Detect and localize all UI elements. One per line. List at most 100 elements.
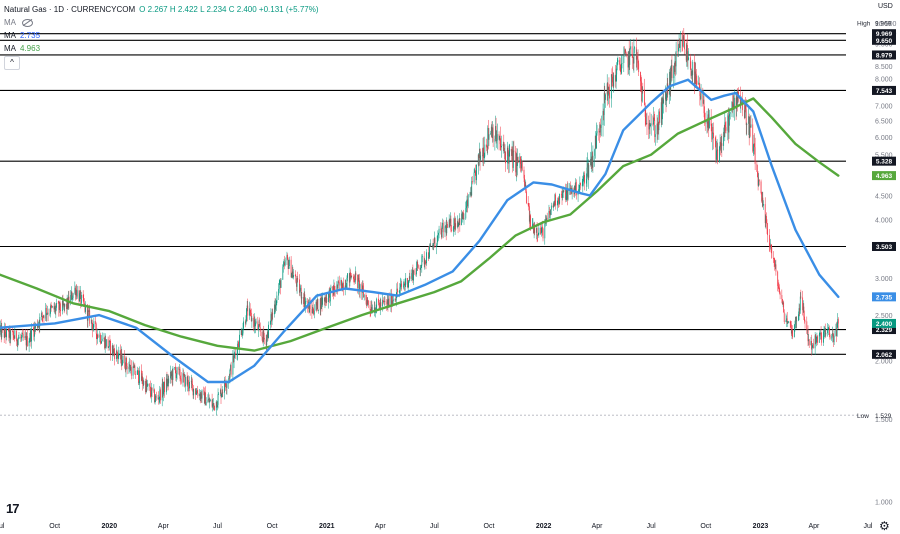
ma-indicator-hidden-label[interactable]: MA	[4, 18, 16, 27]
candle-body	[574, 185, 575, 195]
candle-body	[187, 379, 189, 388]
candle-body	[563, 189, 565, 192]
candle-body	[299, 290, 301, 293]
candle-body	[118, 350, 120, 357]
symbol-title[interactable]: Natural Gas · 1D · CURRENCYCOM	[4, 5, 136, 14]
candle-body	[549, 213, 551, 215]
candle-body	[463, 212, 464, 219]
candle-body	[684, 39, 685, 50]
candle-body	[9, 328, 11, 340]
candle-body	[214, 405, 215, 411]
candle-body	[151, 387, 153, 391]
currency-label: USD	[878, 3, 893, 10]
candle-body	[673, 65, 675, 79]
candle-body	[596, 133, 597, 149]
candle-body	[422, 256, 423, 257]
ma-indicator-slow-label[interactable]: MA	[4, 44, 16, 53]
candle-body	[391, 300, 393, 307]
candle-body	[599, 125, 601, 133]
candle-body	[312, 307, 314, 313]
candle-body	[616, 62, 618, 66]
candle-body	[416, 261, 418, 269]
price-tag-text: 4.963	[876, 173, 893, 180]
candle-body	[59, 301, 60, 310]
candle-body	[542, 228, 544, 239]
candle-body	[407, 282, 409, 288]
x-tick-label: Oct	[49, 523, 60, 530]
candle-body	[53, 305, 55, 310]
level-price-tag	[872, 85, 896, 95]
candle-body	[66, 298, 68, 310]
candle-body	[652, 123, 654, 125]
candle-body	[815, 335, 817, 344]
candle-body	[649, 122, 651, 127]
candle-body	[262, 337, 263, 342]
candle-body	[594, 135, 596, 150]
candle-body	[770, 244, 771, 246]
candle-body	[86, 304, 88, 321]
candle-body	[814, 335, 816, 349]
x-tick-label: Oct	[700, 523, 711, 530]
candle-body	[161, 383, 163, 401]
candle-body	[203, 390, 205, 392]
candle-body	[802, 297, 804, 311]
candle-body	[552, 205, 554, 208]
candle-body	[220, 389, 222, 398]
candle-body	[392, 300, 394, 302]
level-price-tag-text: 8.979	[876, 52, 893, 59]
chart-legend: Natural Gas · 1D · CURRENCYCOM O 2.267 H…	[4, 3, 319, 55]
candle-body	[816, 336, 818, 339]
candle-body	[499, 135, 501, 140]
candle-body	[341, 280, 343, 289]
hidden-eye-icon[interactable]	[22, 18, 33, 27]
candle-body	[101, 338, 103, 342]
collapse-legend-button[interactable]: ^	[4, 56, 20, 70]
candle-body	[0, 325, 2, 338]
candle-body	[226, 383, 228, 388]
candle-body	[380, 302, 382, 307]
candle-body	[553, 202, 555, 206]
candle-body	[795, 316, 796, 325]
candle-body	[432, 245, 433, 246]
candle-body	[695, 73, 697, 81]
candle-body	[428, 257, 430, 259]
candle-body	[180, 378, 182, 380]
candle-body	[829, 334, 831, 339]
candle-body	[483, 156, 485, 158]
candle-body	[287, 259, 289, 269]
candle-body	[671, 65, 673, 79]
candle-body	[611, 74, 613, 77]
candle-body	[220, 389, 221, 394]
ma-indicator-fast-label[interactable]: MA	[4, 31, 16, 40]
candle-body	[477, 154, 479, 165]
gear-icon[interactable]: ⚙	[879, 519, 890, 533]
candle-body	[660, 102, 662, 123]
candle-body	[403, 283, 405, 286]
candle-body	[239, 334, 240, 348]
candle-body	[222, 392, 224, 393]
candle-body	[424, 260, 426, 265]
candle-body	[42, 316, 44, 318]
level-price-tag	[872, 241, 896, 251]
candle-body	[657, 123, 659, 130]
candle-body	[328, 293, 329, 302]
candle-body	[506, 147, 508, 164]
candle-body	[401, 283, 403, 287]
candle-body	[476, 164, 477, 181]
candle-body	[815, 338, 817, 344]
candle-body	[745, 109, 747, 125]
candle-body	[92, 323, 94, 331]
candle-body	[283, 262, 285, 266]
candle-body	[686, 45, 688, 61]
tradingview-logo[interactable]: 17	[6, 501, 20, 516]
x-tick-label: Jul	[864, 523, 873, 530]
candle-body	[271, 312, 273, 322]
candle-body	[241, 330, 243, 336]
candle-body	[16, 341, 18, 346]
candle-body	[257, 321, 259, 331]
candle-body	[442, 222, 444, 226]
candle-body	[694, 61, 695, 87]
candle-body	[383, 301, 385, 302]
candle-body	[253, 319, 255, 327]
